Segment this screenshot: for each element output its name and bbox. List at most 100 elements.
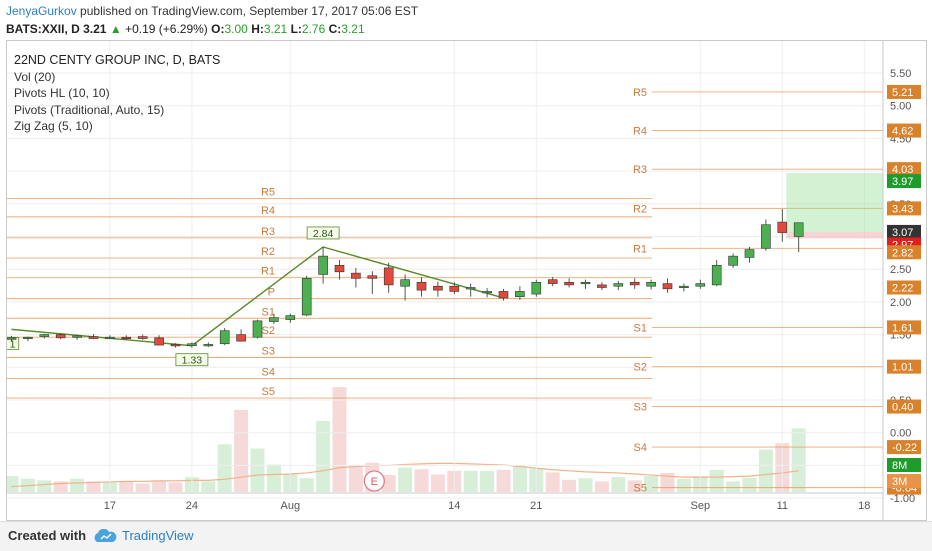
price-tick-label: 5.00 [890,101,911,113]
price-axis-badge-label: -0.22 [892,442,917,454]
price-axis-badge: 1.01 [887,359,921,374]
candle-body [695,283,706,287]
candle-body [236,334,246,342]
candle-body [23,336,33,340]
price-tick-label: 2.50 [890,264,911,276]
candle-body [613,283,624,287]
pivot-label-right: S2 [634,362,647,374]
candle-body [580,281,591,285]
candle [285,313,296,323]
candle [154,335,164,346]
candle-body [416,281,427,291]
time-tick-label: 17 [104,500,116,512]
price-axis-badge-bg [887,458,921,472]
volume-bar [594,481,609,492]
candle [449,282,460,295]
candle-body [6,337,17,340]
time-tick-label: 21 [530,500,542,512]
volume-bar [152,480,167,492]
legend-title: 22ND CENTY GROUP INC, D, BATS [14,53,221,67]
pivot-label-left: S3 [262,345,275,357]
candle-body [564,281,574,286]
low-label: L: [290,22,302,36]
legend-zigzag[interactable]: Zig Zag (5, 10) [14,119,93,133]
volume-bar [430,474,445,492]
candle [334,260,345,280]
pivot-label-right: R1 [633,243,647,255]
price-axis-badge-bg [887,474,921,488]
candle [203,342,214,348]
volume-bar [709,469,724,492]
candle [367,271,378,295]
candle [55,333,66,340]
volume-bar [545,472,560,492]
candle [744,246,755,263]
legend-pivots-traditional[interactable]: Pivots (Traditional, Auto, 15) [14,102,165,117]
position-target-zone [786,173,883,232]
candle [383,262,394,293]
price-axis-badge: -0.22 [887,440,921,455]
price-tick-label: 5.50 [890,68,911,80]
candle-layer [6,209,804,348]
author-link[interactable]: JenyaGurkov [6,4,77,18]
price-axis-badge: 2.22 [887,280,921,295]
price-axis-badge-label: 3.07 [892,227,913,239]
volume-bar [562,479,577,492]
candle-body [269,317,279,322]
volume-bar [512,465,527,492]
volume-bar [742,477,757,492]
price-axis-badge: 3.97 [887,174,921,189]
pivot-label-right: S4 [634,442,647,454]
volume-bar [480,470,495,492]
volume-bar [627,480,642,492]
earnings-marker-label: E [371,476,378,488]
candle [252,319,263,339]
price-axis-badge-label: 3.97 [892,176,913,188]
candle-body [351,272,361,279]
price-tick-label: -1.00 [890,493,915,505]
volume-bar [168,482,183,492]
volume-bar [217,444,232,492]
price-axis-badge-label: 2.22 [892,283,913,295]
candle-body [711,264,722,286]
candle-body [482,291,492,294]
price-axis-badge-label: 5.21 [892,87,913,99]
price-axis-badge-bg [887,84,921,99]
tradingview-link[interactable]: TradingView [122,528,194,543]
price-axis-badge-label: 1.01 [892,362,913,374]
pivot-label-left: S2 [262,325,275,337]
candle-body [187,343,197,347]
volume-bar [201,481,216,492]
candle [433,281,443,297]
candle [547,277,558,287]
candle [580,279,591,289]
price-axis-badge: 4.03 [887,162,921,177]
candle-body [531,281,542,295]
candle-body [318,255,328,275]
volume-bar [398,467,413,492]
volume-bar [250,448,265,492]
legend-vol[interactable]: Vol (20) [14,69,56,84]
candle-body [433,285,443,291]
legend-pivots-hl[interactable]: Pivots HL (10, 10) [14,86,110,100]
candle [761,219,771,251]
price-axis-badge: 3M [887,474,921,488]
candle-body [793,222,804,237]
volume-bar [119,481,134,492]
candle [728,253,738,268]
candle-body [72,335,82,338]
volume-bar [348,465,363,492]
open-value: 3.00 [224,22,248,36]
close-label: C: [328,22,342,36]
price-chart[interactable]: E R5 R4 R3 R2 R1 P S1 S2 S3 S4 S5 R5 R4 R3 R2 R1 S1 S2 S3 S… [4,41,926,538]
candle-body [744,249,755,258]
earnings-marker: E [363,470,385,492]
candle-body [285,315,296,320]
candle-body [137,336,148,339]
candle-body [662,283,673,290]
publish-line: JenyaGurkov published on TradingView.com… [6,4,418,18]
price-axis-badge-bg [887,201,921,216]
candle-body [105,336,115,340]
chart-panel[interactable]: E R5 R4 R3 R2 R1 P S1 S2 S3 S4 S5 R5 R4 R3 R2 R1 S1 S2 S3 S… [4,40,927,538]
time-axis: 17 24 Aug 14 21 Sep 11 18 [7,492,883,512]
